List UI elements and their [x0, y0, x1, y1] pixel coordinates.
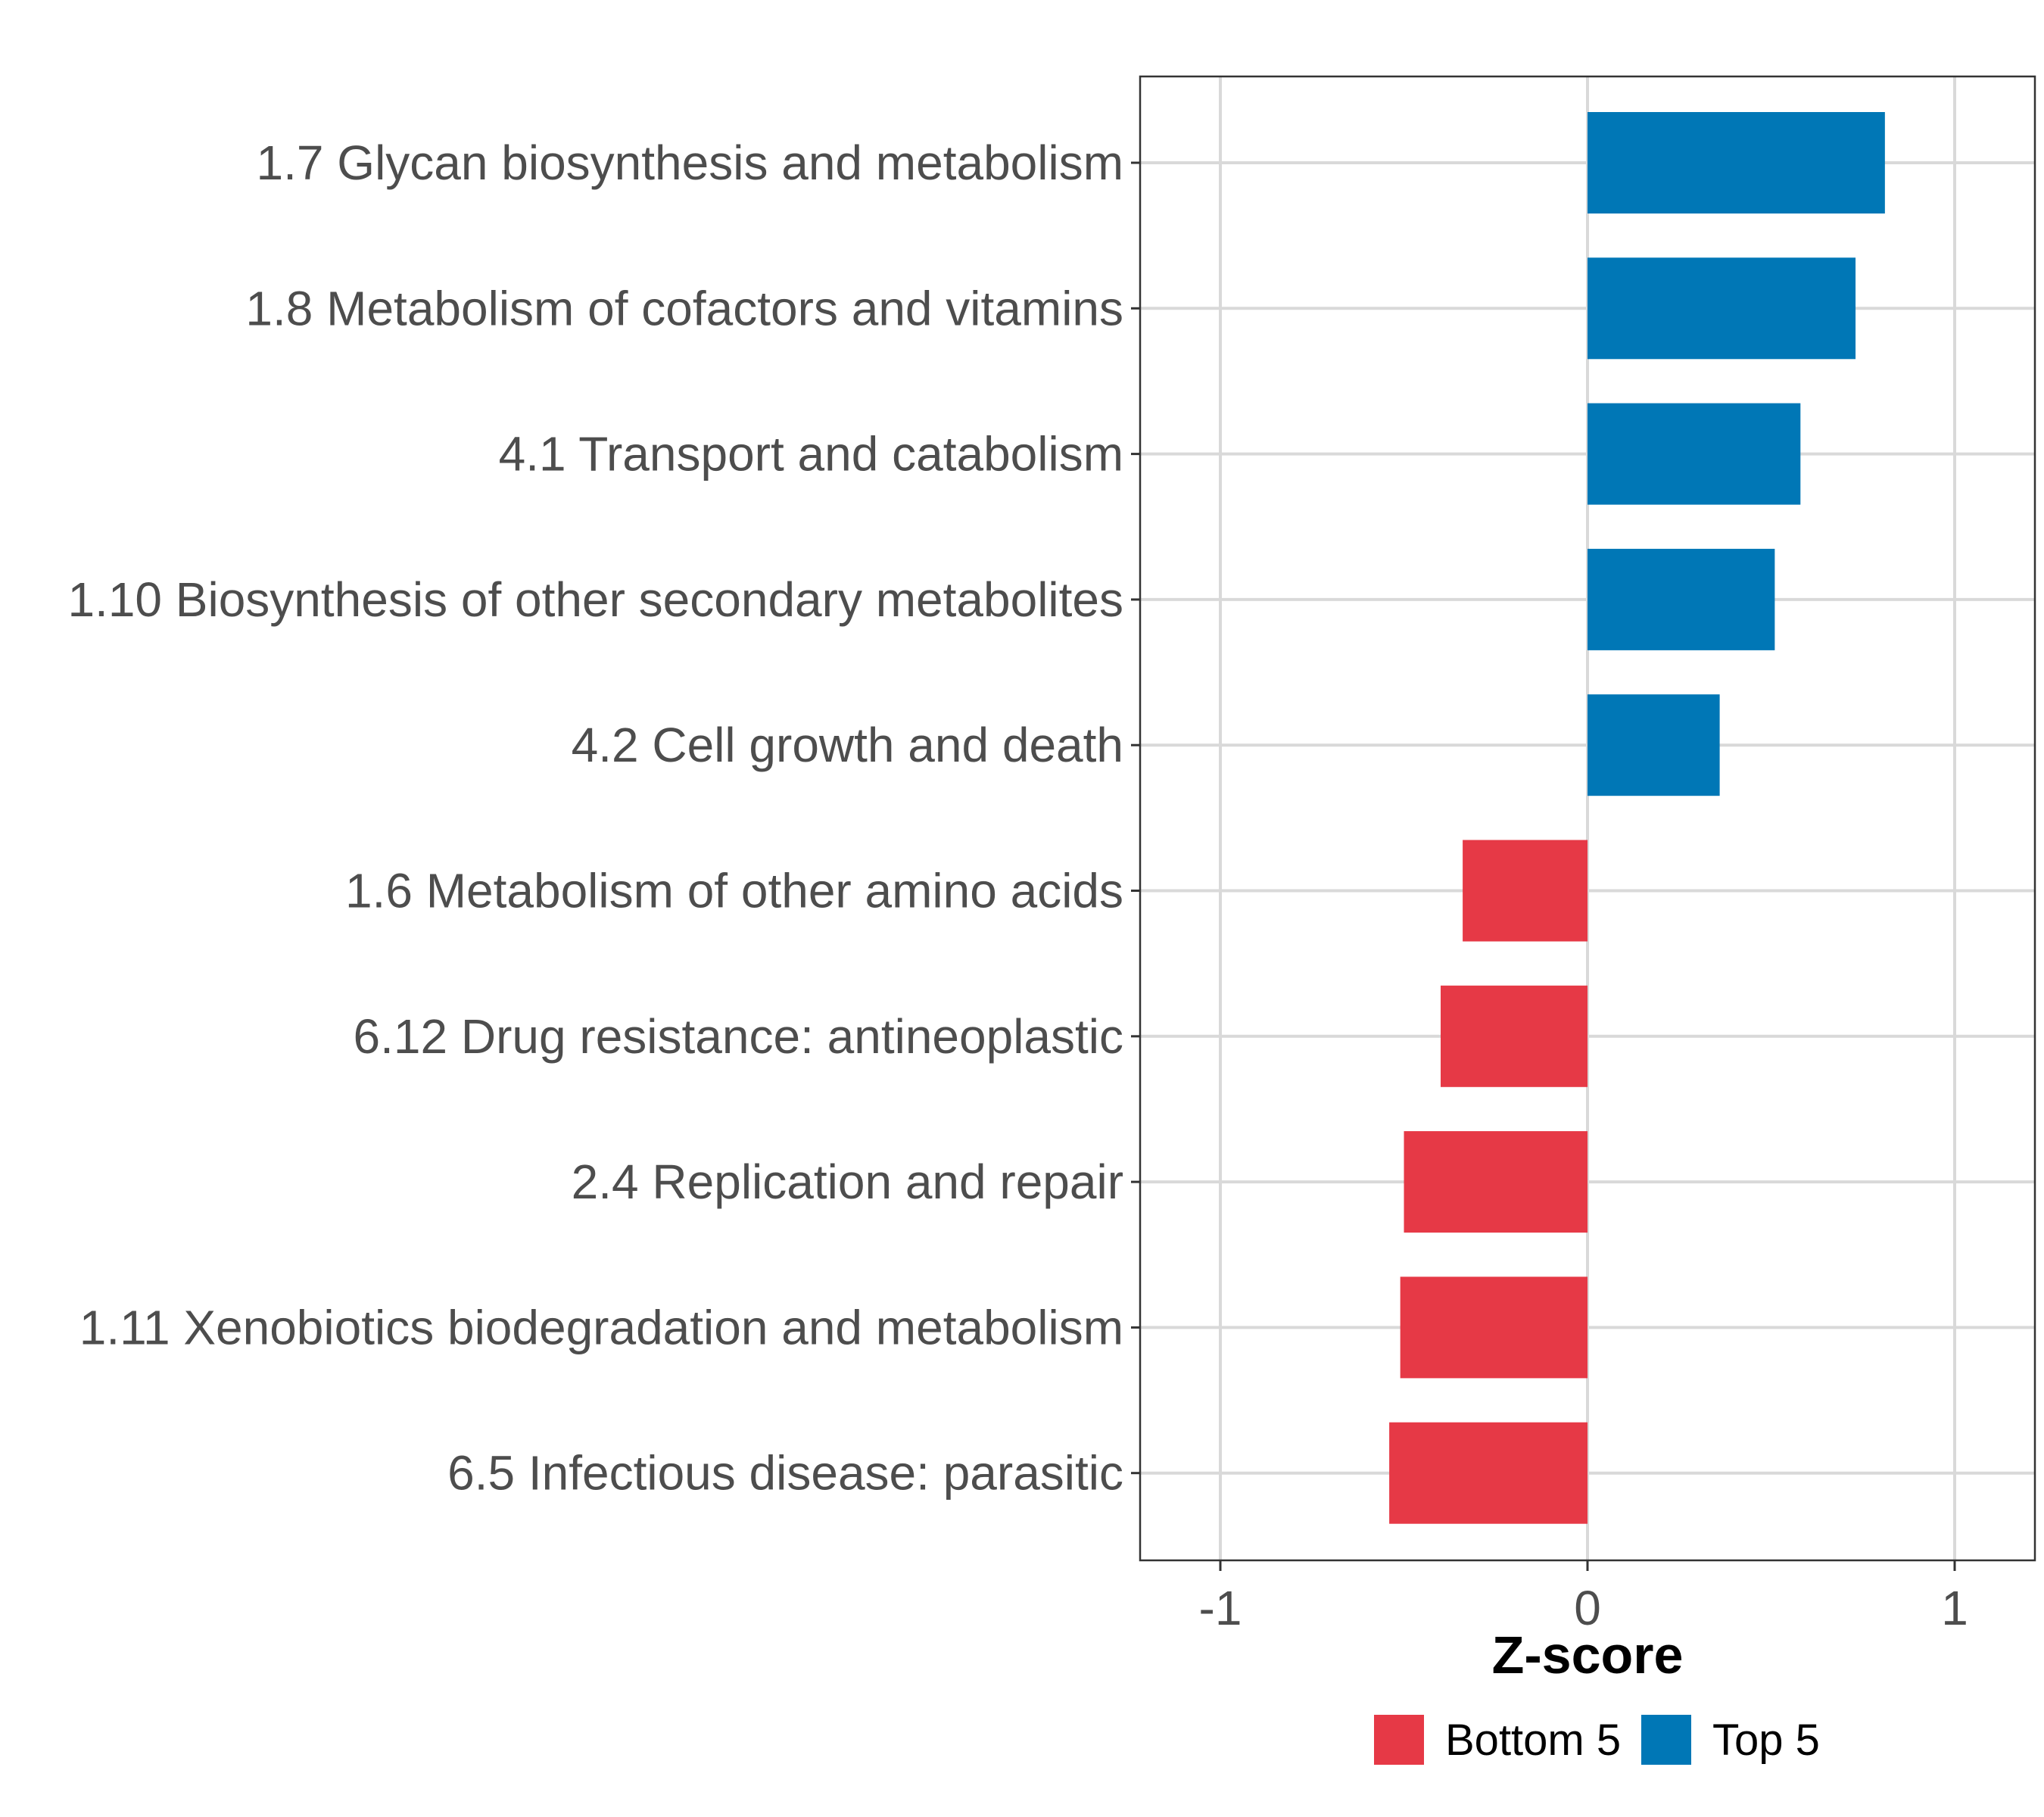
- bar: [1588, 403, 1801, 505]
- bar: [1588, 257, 1856, 360]
- category-label: 4.1 Transport and catabolism: [499, 427, 1123, 482]
- bar: [1404, 1131, 1588, 1233]
- x-axis-title: Z-score: [1492, 1625, 1684, 1685]
- bar: [1463, 840, 1588, 942]
- y-axis-labels: 1.7 Glycan biosynthesis and metabolism 1.…: [67, 136, 1123, 1501]
- bar: [1588, 548, 1775, 650]
- bar: [1389, 1422, 1588, 1524]
- category-label: 1.10 Biosynthesis of other secondary met…: [67, 572, 1123, 627]
- bar: [1588, 112, 1885, 213]
- category-label: 6.12 Drug resistance: antineoplastic: [354, 1009, 1123, 1064]
- legend: Bottom 5 Top 5: [1374, 1715, 1820, 1765]
- x-tick-label: -1: [1199, 1581, 1242, 1635]
- x-axis-ticks: [1219, 1560, 1956, 1571]
- legend-key: [1374, 1715, 1424, 1765]
- category-label: 1.11 Xenobiotics biodegradation and meta…: [79, 1300, 1123, 1354]
- category-label: 1.8 Metabolism of cofactors and vitamins: [245, 281, 1123, 335]
- legend-key: [1641, 1715, 1691, 1765]
- category-label: 6.5 Infectious disease: parasitic: [447, 1446, 1123, 1501]
- bar: [1400, 1276, 1588, 1379]
- bar: [1441, 985, 1588, 1087]
- category-label: 1.7 Glycan biosynthesis and metabolism: [257, 136, 1123, 190]
- x-tick-label: 0: [1574, 1581, 1601, 1635]
- y-axis-ticks: [1131, 161, 1140, 1475]
- category-label: 1.6 Metabolism of other amino acids: [345, 864, 1123, 918]
- category-label: 2.4 Replication and repair: [572, 1155, 1123, 1209]
- bar: [1588, 694, 1720, 796]
- x-axis-labels: -1 0 1: [1199, 1581, 1968, 1635]
- legend-label: Bottom 5: [1445, 1716, 1621, 1765]
- bars: [1389, 112, 1885, 1524]
- category-label: 4.2 Cell growth and death: [572, 718, 1123, 772]
- x-tick-label: 1: [1941, 1581, 1968, 1635]
- legend-label: Top 5: [1712, 1716, 1820, 1765]
